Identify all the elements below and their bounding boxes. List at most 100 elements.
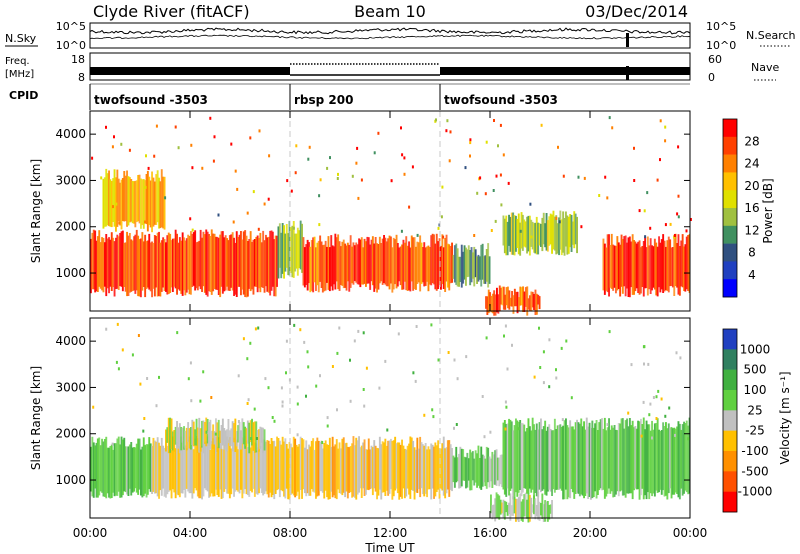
scatter-echo	[360, 178, 363, 182]
scatter-echo	[349, 358, 351, 362]
data-cell	[637, 420, 640, 490]
data-cell	[410, 437, 413, 490]
scatter-echo	[604, 175, 607, 179]
y-tick-label: 4000	[55, 127, 86, 141]
data-cell	[183, 426, 185, 450]
data-cell	[302, 237, 305, 286]
scatter-echo	[446, 119, 449, 123]
data-cell	[546, 501, 549, 522]
data-cell	[645, 420, 648, 500]
scatter-echo	[145, 154, 147, 158]
data-cell	[194, 429, 197, 446]
y-tick-label: 3000	[55, 173, 86, 187]
data-cell	[626, 418, 628, 494]
scatter-echo	[660, 397, 663, 401]
data-cell	[266, 237, 269, 292]
data-cell	[210, 229, 213, 295]
data-cell	[494, 294, 497, 316]
scatter-echo	[608, 330, 611, 334]
data-cell	[141, 446, 144, 498]
data-cell	[115, 237, 117, 289]
data-cell	[455, 243, 458, 285]
scatter-echo	[643, 362, 645, 366]
scatter-echo	[217, 213, 220, 217]
data-cell	[658, 429, 660, 493]
data-cell	[120, 436, 123, 498]
data-cell	[245, 440, 248, 495]
data-cell	[256, 447, 259, 495]
data-cell	[685, 236, 688, 290]
scatter-echo	[201, 166, 204, 170]
data-cell	[499, 454, 502, 485]
scatter-echo	[503, 334, 505, 338]
data-cell	[667, 423, 670, 494]
data-cell	[446, 243, 449, 288]
data-cell	[552, 430, 555, 490]
data-cell	[377, 448, 380, 496]
data-cell	[152, 242, 155, 289]
scatter-echo	[530, 235, 533, 239]
data-cell	[258, 237, 260, 289]
scatter-echo	[191, 166, 194, 170]
data-cell	[183, 237, 185, 291]
data-cell	[558, 217, 560, 256]
data-cell	[133, 181, 135, 224]
freq-tick-bottom: 8	[78, 71, 85, 84]
data-cell	[95, 240, 98, 292]
data-cell	[198, 439, 201, 499]
data-cell	[580, 418, 583, 495]
data-cell	[477, 254, 480, 282]
data-cell	[490, 295, 493, 313]
data-cell	[620, 234, 623, 287]
scatter-echo	[202, 370, 205, 374]
scatter-echo	[538, 326, 540, 330]
data-cell	[520, 287, 523, 306]
colorbar-swatch	[723, 190, 737, 209]
data-cell	[220, 447, 223, 499]
scatter-echo	[338, 326, 341, 330]
data-cell	[684, 244, 687, 292]
data-cell	[319, 235, 322, 282]
data-cell	[108, 237, 110, 294]
data-cell	[598, 422, 601, 491]
data-cell	[440, 448, 442, 489]
data-cell	[535, 293, 538, 315]
data-cell	[533, 495, 535, 515]
scatter-echo	[499, 123, 502, 127]
data-cell	[306, 449, 309, 494]
data-cell	[426, 449, 428, 498]
data-cell	[493, 290, 496, 316]
data-cell	[666, 240, 669, 291]
velocity-ylabel: Slant Range [km]	[29, 366, 43, 470]
data-cell	[199, 229, 202, 290]
data-cell	[169, 417, 172, 453]
data-cell	[615, 245, 617, 294]
data-cell	[173, 439, 176, 493]
scatter-echo	[674, 433, 676, 437]
data-cell	[173, 430, 176, 452]
scatter-echo	[664, 223, 667, 227]
data-cell	[315, 441, 317, 499]
data-cell	[120, 179, 123, 230]
data-cell	[398, 247, 401, 282]
data-cell	[162, 176, 165, 229]
scatter-echo	[494, 219, 497, 223]
colorbar-swatch	[723, 471, 737, 492]
data-cell	[315, 247, 317, 291]
data-cell	[419, 235, 422, 292]
data-cell	[559, 210, 562, 250]
data-cell	[374, 237, 377, 289]
data-cell	[608, 234, 610, 297]
scatter-echo	[502, 153, 505, 157]
data-cell	[316, 242, 319, 286]
scatter-echo	[234, 169, 237, 173]
data-cell	[260, 437, 263, 493]
data-cell	[171, 436, 174, 490]
data-cell	[645, 247, 648, 289]
data-cell	[476, 453, 478, 488]
data-cell	[283, 225, 285, 279]
data-cell	[367, 438, 370, 491]
data-cell	[102, 178, 105, 229]
data-cell	[528, 426, 531, 489]
data-cell	[513, 425, 516, 500]
